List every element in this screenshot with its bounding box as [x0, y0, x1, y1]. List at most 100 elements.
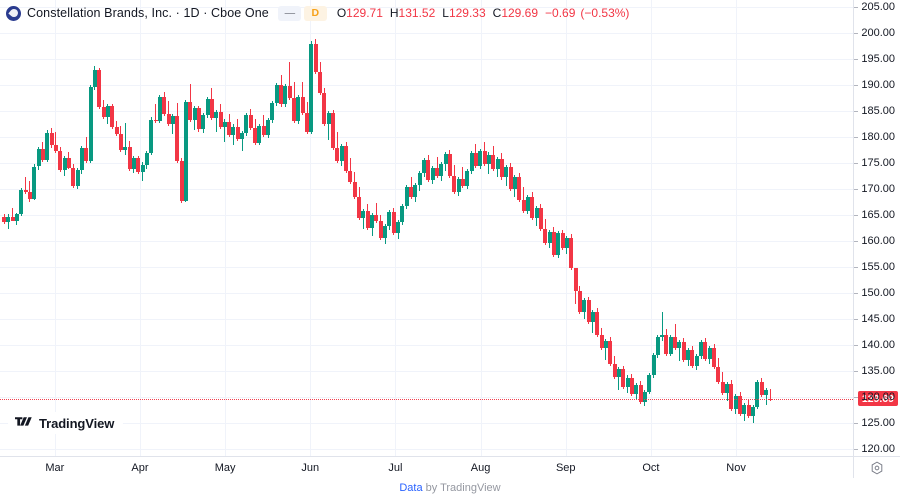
- candle-body: [378, 221, 383, 239]
- candle-body: [344, 146, 349, 172]
- tradingview-watermark: TradingView: [8, 412, 124, 434]
- chart-style-badge[interactable]: —: [277, 5, 301, 21]
- candle-body: [201, 115, 206, 130]
- price-axis-tick: 155.00: [861, 261, 895, 274]
- candle-body: [88, 86, 93, 161]
- candle-body: [603, 341, 608, 349]
- candle-body: [530, 196, 535, 219]
- candle-body: [677, 342, 682, 349]
- candle-body: [409, 186, 414, 198]
- candle-body: [599, 335, 604, 349]
- candle-body: [162, 97, 167, 114]
- candle-body: [365, 210, 370, 228]
- candle-body: [556, 233, 561, 255]
- candle-body: [413, 184, 418, 198]
- interval-badge[interactable]: D: [303, 5, 327, 21]
- candle-body: [430, 168, 435, 180]
- candle-wick: [155, 103, 157, 123]
- ohlc-open: O129.71: [336, 6, 383, 20]
- current-price-line: [0, 398, 853, 400]
- gridline-horizontal: [0, 110, 853, 112]
- candle-body: [681, 342, 686, 360]
- candle-body: [716, 367, 721, 382]
- price-axis[interactable]: 129.69 205.00 200.00 195.00 190.00 185.00 180…: [853, 0, 900, 478]
- candle-body: [279, 84, 284, 105]
- price-axis-tick: 175.00: [861, 156, 895, 169]
- time-axis-tick: Oct: [642, 462, 660, 474]
- candle-body: [214, 112, 219, 119]
- gridline-vertical: [310, 0, 312, 456]
- candle-body: [339, 146, 344, 161]
- candle-body: [396, 222, 401, 233]
- candle-body: [292, 97, 297, 121]
- gridline-horizontal: [0, 345, 853, 347]
- candle-body: [452, 176, 457, 192]
- candle-body: [625, 377, 630, 387]
- candle-body: [668, 336, 673, 355]
- candle-body: [183, 102, 188, 201]
- candle-body: [699, 342, 704, 356]
- price-axis-tick-mark: [854, 214, 858, 216]
- candle-body: [547, 231, 552, 243]
- price-axis-tick-mark: [854, 6, 858, 8]
- gridline-vertical: [54, 0, 56, 456]
- price-axis-tick: 205.00: [861, 0, 895, 13]
- candle-body: [616, 369, 621, 378]
- change-percent: (−0.53%): [580, 6, 630, 20]
- candle-body: [374, 215, 379, 222]
- candle-body: [651, 354, 656, 376]
- price-axis-tick: 120.00: [861, 443, 895, 456]
- candle-body: [257, 125, 262, 144]
- price-axis-tick-mark: [854, 397, 858, 399]
- symbol-title: Constellation Brands, Inc. · 1D · Cboe O…: [27, 6, 269, 20]
- candle-body: [746, 404, 751, 417]
- time-axis[interactable]: Mar Apr May Jun Jul Aug Sep Oct Nov: [0, 456, 853, 479]
- candle-wick: [29, 180, 31, 203]
- gridline-horizontal: [0, 58, 853, 60]
- candle-body: [638, 384, 643, 403]
- candle-body: [690, 350, 695, 367]
- time-axis-tick: Sep: [555, 462, 576, 474]
- candle-body: [703, 342, 708, 359]
- candle-body: [582, 300, 587, 312]
- candle-wick: [224, 119, 226, 142]
- gridline-vertical: [650, 0, 652, 456]
- price-axis-tick: 180.00: [861, 130, 895, 143]
- candle-body: [196, 107, 201, 130]
- gridline-horizontal: [0, 32, 853, 34]
- candle-body: [694, 355, 699, 367]
- candle-body: [473, 153, 478, 166]
- candle-wick: [168, 100, 170, 127]
- data-link[interactable]: Data: [399, 482, 423, 494]
- axis-corner: [853, 456, 900, 478]
- candle-body: [127, 147, 132, 170]
- candle-body: [621, 369, 626, 387]
- candle-wick: [605, 339, 607, 360]
- candle-body: [538, 207, 543, 230]
- candle-body: [491, 154, 496, 170]
- candle-body: [114, 127, 119, 134]
- candle-wick: [124, 122, 126, 155]
- candle-body: [551, 231, 556, 255]
- candle-body: [23, 189, 28, 193]
- time-axis-settings-icon[interactable]: [870, 461, 884, 475]
- ohlc-values: O129.71 H131.52 L129.33 C129.69 −0.69 (−…: [337, 6, 635, 20]
- candle-body: [426, 159, 431, 180]
- ohlc-close: C129.69: [492, 6, 539, 20]
- candle-body: [157, 97, 162, 121]
- candle-body: [287, 85, 292, 98]
- candle-wick: [289, 62, 291, 100]
- candle-body: [504, 167, 509, 178]
- candle-body: [595, 311, 600, 336]
- candle-body: [357, 196, 362, 218]
- candle-body: [253, 127, 258, 144]
- candle-body: [482, 151, 487, 165]
- chart-pane[interactable]: [0, 0, 853, 456]
- candle-wick: [55, 131, 57, 153]
- candle-body: [586, 300, 591, 323]
- candle-wick: [375, 202, 377, 224]
- candle-body: [634, 384, 639, 395]
- candle-body: [686, 350, 691, 360]
- gridline-vertical: [736, 0, 738, 456]
- candle-body: [764, 390, 769, 395]
